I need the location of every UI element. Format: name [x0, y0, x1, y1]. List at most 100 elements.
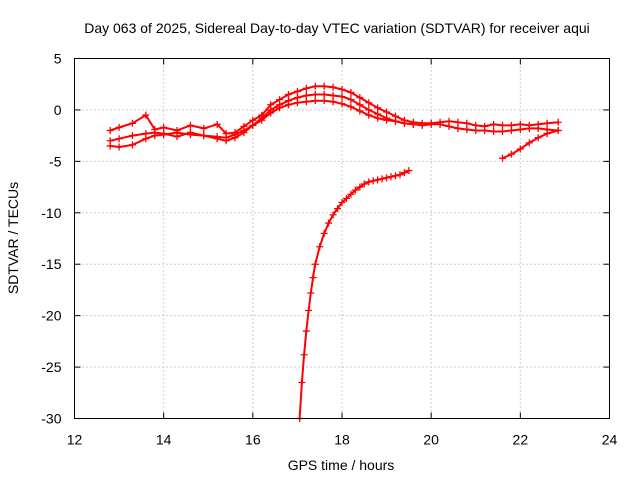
- data-point: [374, 176, 382, 184]
- data-point: [240, 127, 248, 134]
- data-point: [173, 129, 181, 137]
- data-point: [186, 121, 194, 129]
- data-point: [329, 83, 337, 91]
- data-point: [320, 229, 328, 237]
- data-point: [302, 327, 310, 335]
- data-point: [481, 127, 489, 134]
- data-point: [374, 114, 382, 122]
- data-point: [276, 104, 284, 112]
- data-point: [369, 177, 377, 185]
- data-point: [231, 131, 239, 139]
- data-point: [387, 173, 395, 181]
- data-point: [356, 183, 364, 191]
- y-tick-label: -10: [41, 205, 61, 221]
- data-point: [383, 174, 391, 182]
- data-point: [316, 243, 324, 251]
- series-line: [298, 169, 410, 420]
- data-point: [516, 125, 524, 133]
- series-track-2: [106, 91, 562, 145]
- data-point: [554, 118, 562, 126]
- data-point: [507, 150, 515, 158]
- data-point: [329, 211, 337, 219]
- data-point: [525, 124, 533, 132]
- data-point: [305, 307, 313, 314]
- data-point: [311, 260, 319, 268]
- data-point: [374, 104, 382, 112]
- x-tick-label: 22: [513, 432, 529, 448]
- y-tick-label: -15: [41, 256, 61, 272]
- x-tick-label: 14: [156, 432, 172, 448]
- x-tick-label: 24: [602, 432, 618, 448]
- data-point: [285, 91, 292, 98]
- data-point: [356, 101, 364, 109]
- grid: [74, 58, 610, 419]
- data-point: [307, 289, 315, 297]
- data-point: [320, 97, 328, 105]
- data-point: [490, 120, 498, 128]
- data-point: [525, 139, 533, 147]
- data-point: [396, 171, 404, 179]
- data-point: [302, 84, 310, 92]
- data-point: [142, 135, 150, 143]
- ticks: 12 14 16 18 20 22 24 -30 -25 -20 -15 -10 -5 0 5: [41, 51, 617, 448]
- data-point: [106, 127, 114, 134]
- data-point: [405, 167, 413, 175]
- data-point: [320, 82, 328, 90]
- data-point: [472, 127, 480, 134]
- data-point: [302, 92, 310, 100]
- y-tick-label: -5: [49, 153, 62, 169]
- data-point: [499, 128, 506, 136]
- data-point: [445, 122, 453, 130]
- series-group: [106, 82, 562, 422]
- data-point: [293, 87, 301, 95]
- data-point: [115, 135, 123, 143]
- data-point: [534, 134, 542, 142]
- y-tick-label: 0: [54, 102, 62, 118]
- data-point: [365, 111, 373, 119]
- data-point: [298, 379, 306, 386]
- data-point: [151, 132, 159, 140]
- data-point: [347, 190, 355, 198]
- data-point: [543, 119, 551, 127]
- data-point: [347, 88, 355, 96]
- y-tick-label: -25: [41, 359, 61, 375]
- data-point: [128, 141, 136, 149]
- data-point: [213, 133, 221, 141]
- data-point: [383, 116, 391, 124]
- data-point: [293, 99, 301, 107]
- data-point: [342, 194, 350, 202]
- data-point: [516, 145, 524, 153]
- data-point: [365, 178, 373, 186]
- data-point: [329, 98, 337, 106]
- data-point: [300, 351, 308, 359]
- data-point: [554, 127, 562, 134]
- data-point: [392, 172, 399, 180]
- y-tick-label: -30: [41, 411, 61, 427]
- x-tick-label: 18: [334, 432, 350, 448]
- data-point: [258, 116, 266, 124]
- data-point: [222, 134, 230, 142]
- data-point: [378, 175, 386, 183]
- data-point: [347, 96, 355, 104]
- data-point: [543, 130, 551, 138]
- data-point: [334, 205, 342, 213]
- data-point: [490, 128, 498, 136]
- data-point: [200, 132, 208, 140]
- data-point: [356, 107, 364, 115]
- series-track-4: [499, 127, 562, 162]
- data-point: [213, 120, 221, 128]
- data-point: [383, 108, 391, 116]
- data-point: [160, 123, 168, 131]
- x-tick-label: 12: [67, 432, 83, 448]
- data-point: [338, 199, 346, 206]
- data-point: [200, 124, 208, 132]
- data-point: [128, 132, 136, 140]
- data-point: [325, 219, 333, 227]
- data-point: [249, 121, 257, 129]
- data-point: [365, 99, 373, 107]
- data-point: [351, 186, 359, 194]
- data-point: [400, 169, 408, 177]
- data-point: [338, 93, 346, 101]
- data-point: [320, 91, 328, 98]
